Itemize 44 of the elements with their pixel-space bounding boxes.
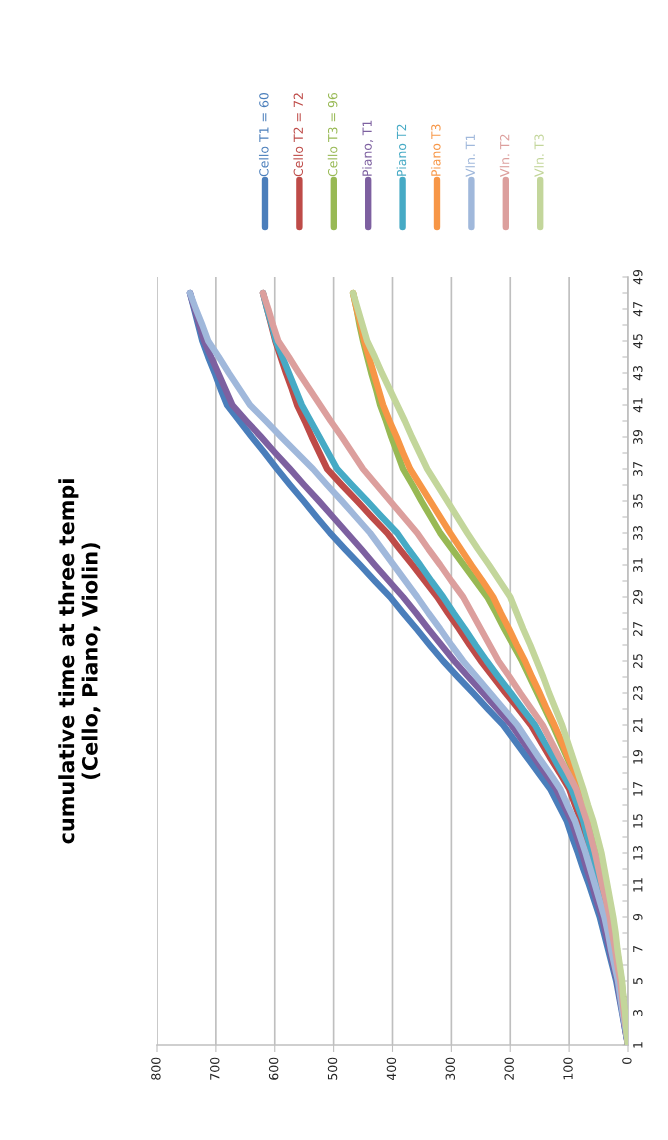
x-tick-label: 200 bbox=[504, 1057, 514, 1080]
y-tick-label: 7 bbox=[633, 946, 643, 952]
y-tick-label: 45 bbox=[633, 334, 643, 349]
y-tick-label: 49 bbox=[633, 269, 643, 285]
x-tick-label: 400 bbox=[386, 1057, 397, 1081]
text: Vln. T1 bbox=[465, 134, 475, 177]
y-tick-label: 17 bbox=[633, 782, 643, 796]
y-tick-label: 11 bbox=[633, 878, 643, 892]
y-tick-label: 27 bbox=[633, 622, 643, 637]
y-tick-label: 29 bbox=[633, 589, 643, 605]
text: Cello T1 = 60 bbox=[258, 92, 269, 177]
y-tick-label: 37 bbox=[633, 462, 643, 476]
x-tick-label: 500 bbox=[327, 1057, 338, 1080]
text: Vln. T3 bbox=[534, 134, 544, 177]
y-tick-label: 1 bbox=[633, 1042, 643, 1048]
y-tick-label: 23 bbox=[633, 686, 643, 701]
text: cumulative time at three tempi (Cello, Piano, Violin) bbox=[58, 479, 101, 844]
x-tick-label: 800 bbox=[151, 1057, 161, 1080]
x-tick-label: 700 bbox=[210, 1057, 220, 1080]
text: Cello T2 = 72 bbox=[293, 93, 304, 177]
y-tick-label: 19 bbox=[633, 749, 643, 764]
y-tick-label: 21 bbox=[633, 718, 643, 733]
text: Piano T2 bbox=[396, 124, 407, 176]
y-tick-label: 39 bbox=[633, 429, 643, 444]
y-tick-label: 5 bbox=[633, 978, 643, 985]
x-tick-label: 100 bbox=[563, 1057, 573, 1080]
y-tick-label: 33 bbox=[633, 526, 643, 540]
y-tick-label: 25 bbox=[633, 654, 643, 669]
x-tick-label: 300 bbox=[445, 1057, 455, 1080]
text: Vln. T2 bbox=[499, 134, 510, 177]
y-tick-label: 9 bbox=[633, 913, 643, 921]
y-tick-label: 31 bbox=[633, 558, 643, 572]
y-tick-label: 43 bbox=[633, 366, 643, 381]
text: Piano, T1 bbox=[362, 120, 374, 176]
y-tick-label: 47 bbox=[633, 302, 643, 317]
y-tick-label: 3 bbox=[633, 1010, 643, 1017]
text: Cello T3 = 96 bbox=[327, 92, 338, 177]
y-tick-label: 35 bbox=[633, 494, 643, 508]
y-tick-label: 13 bbox=[633, 846, 643, 860]
x-tick-label: 0 bbox=[622, 1057, 632, 1064]
y-tick-label: 15 bbox=[633, 814, 643, 828]
x-tick-label: 600 bbox=[268, 1057, 279, 1080]
text: Piano T3 bbox=[430, 124, 441, 176]
y-tick-label: 41 bbox=[633, 398, 643, 413]
